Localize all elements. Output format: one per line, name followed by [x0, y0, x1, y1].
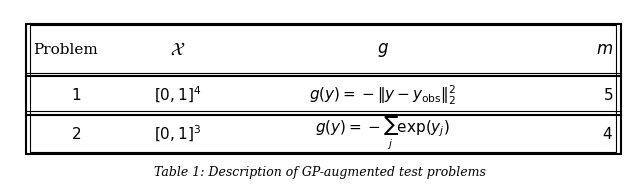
Text: $4$: $4$: [602, 126, 613, 142]
Text: $5$: $5$: [603, 87, 613, 103]
Bar: [30, 25, 616, 152]
Text: $[0,1]^4$: $[0,1]^4$: [154, 85, 201, 105]
Text: $m$: $m$: [596, 41, 613, 58]
Text: Table 1: Description of GP-augmented test problems: Table 1: Description of GP-augmented tes…: [154, 166, 486, 179]
Text: $1$: $1$: [71, 87, 81, 103]
Text: $\mathcal{X}$: $\mathcal{X}$: [170, 41, 185, 59]
Bar: [26, 24, 621, 154]
Text: $[0,1]^3$: $[0,1]^3$: [154, 124, 201, 144]
Text: Problem: Problem: [33, 43, 98, 57]
Text: $g$: $g$: [377, 41, 388, 59]
Text: $g(y) = -\|y - y_{\mathrm{obs}}\|_2^2$: $g(y) = -\|y - y_{\mathrm{obs}}\|_2^2$: [309, 84, 456, 107]
Text: $g(y) = -\sum_j \exp(y_j)$: $g(y) = -\sum_j \exp(y_j)$: [316, 116, 450, 152]
Text: $2$: $2$: [71, 126, 81, 142]
